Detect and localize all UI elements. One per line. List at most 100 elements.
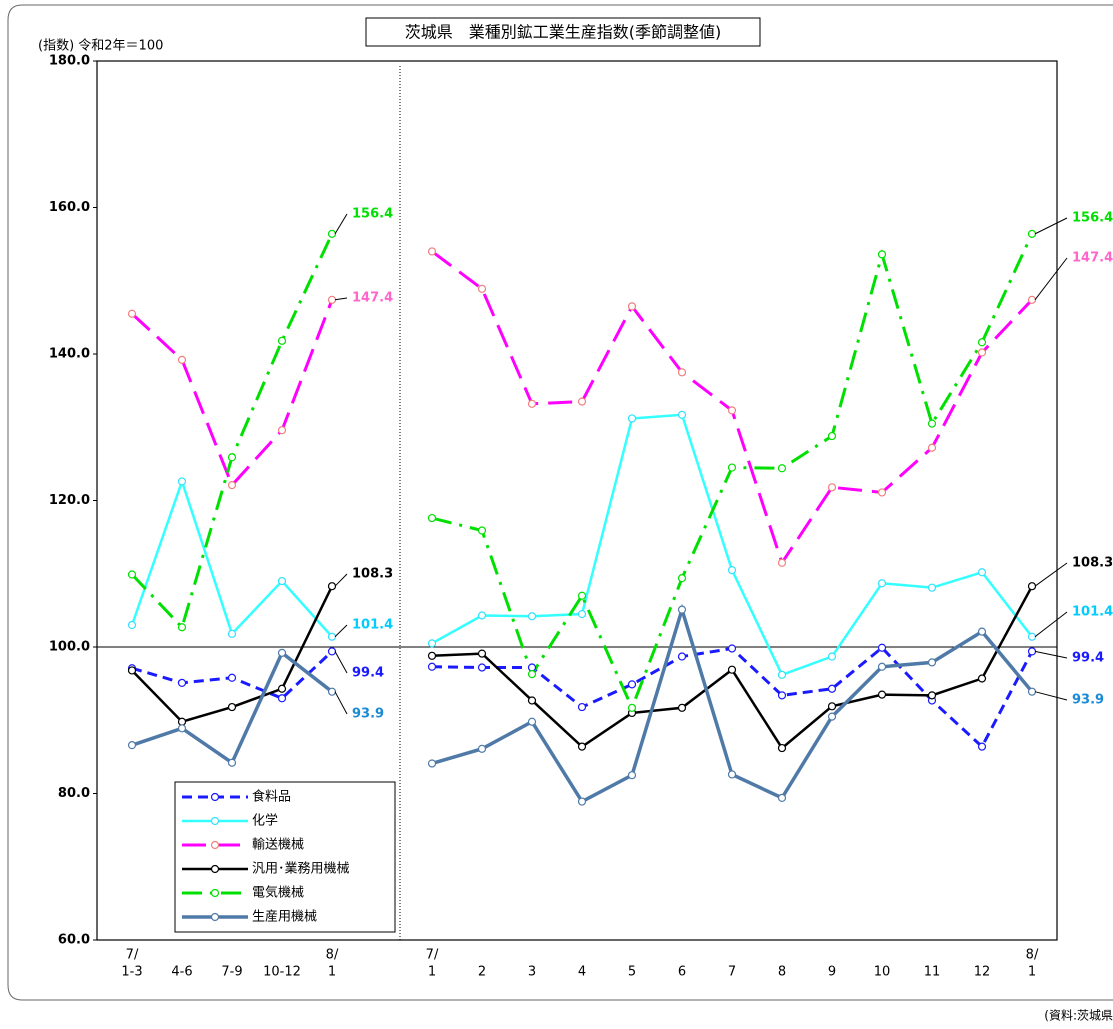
series-marker bbox=[777, 464, 787, 473]
series-marker bbox=[527, 399, 537, 408]
x-tick-label: 6 bbox=[678, 965, 686, 980]
series-marker bbox=[1027, 229, 1037, 238]
series-marker bbox=[777, 691, 787, 700]
series-marker bbox=[277, 576, 287, 586]
series-marker bbox=[177, 678, 187, 687]
series-marker bbox=[577, 702, 587, 712]
legend-label: 汎用･業務用機械 bbox=[252, 861, 350, 877]
series-marker bbox=[227, 758, 237, 767]
legend-label: 化学 bbox=[252, 813, 278, 829]
series-marker bbox=[827, 483, 837, 492]
series-marker bbox=[877, 250, 887, 259]
series-marker bbox=[227, 481, 237, 490]
series-marker bbox=[577, 797, 587, 806]
series-marker bbox=[577, 742, 587, 751]
series-marker bbox=[677, 652, 687, 661]
series-marker bbox=[177, 355, 187, 364]
legend-marker bbox=[210, 912, 220, 922]
series-marker bbox=[477, 663, 487, 672]
series-marker bbox=[327, 229, 337, 238]
series-marker bbox=[877, 579, 887, 588]
series-marker bbox=[327, 687, 337, 696]
data-label: 93.9 bbox=[352, 707, 384, 722]
data-label: 147.4 bbox=[1072, 251, 1113, 266]
series-marker bbox=[127, 620, 137, 630]
series-marker bbox=[177, 724, 187, 733]
y-tick-label: 60.0 bbox=[58, 933, 90, 948]
data-label: 101.4 bbox=[352, 618, 393, 633]
x-tick-label: 9 bbox=[828, 965, 836, 980]
x-tick-prefix: 7/ bbox=[126, 948, 139, 963]
series-marker bbox=[1027, 582, 1037, 591]
legend-label: 電気機械 bbox=[252, 885, 304, 901]
series-marker bbox=[1027, 647, 1037, 656]
series-marker bbox=[477, 526, 487, 535]
series-marker bbox=[627, 302, 637, 311]
series-line bbox=[130, 250, 1034, 567]
series-marker bbox=[577, 397, 587, 406]
series-line bbox=[130, 413, 1033, 677]
series-marker bbox=[827, 702, 837, 711]
series-marker bbox=[527, 612, 537, 621]
y-tick-label: 180.0 bbox=[49, 54, 90, 69]
series-marker bbox=[427, 513, 437, 523]
series-marker bbox=[577, 591, 587, 600]
legend-box bbox=[174, 781, 396, 933]
y-tick-label: 80.0 bbox=[58, 786, 90, 801]
y-axis-label: (指数) 令和2年＝100 bbox=[38, 39, 163, 54]
label-leader bbox=[1034, 691, 1068, 701]
series-marker bbox=[627, 771, 637, 780]
data-label: 108.3 bbox=[1072, 556, 1113, 571]
series-marker bbox=[677, 574, 687, 583]
x-tick-label: 3 bbox=[528, 965, 536, 980]
data-label: 93.9 bbox=[1072, 693, 1104, 708]
y-tick-label: 120.0 bbox=[49, 493, 90, 508]
series-marker bbox=[777, 793, 787, 802]
series-marker bbox=[227, 673, 237, 682]
series-marker bbox=[727, 665, 737, 674]
series-marker bbox=[777, 670, 787, 679]
series-marker bbox=[827, 684, 837, 693]
label-leader bbox=[334, 624, 348, 638]
series-marker bbox=[727, 565, 737, 575]
series-marker bbox=[127, 666, 137, 675]
label-leader bbox=[334, 297, 348, 301]
x-tick-label: 10-12 bbox=[263, 965, 301, 980]
series-marker bbox=[277, 336, 287, 345]
series-marker bbox=[827, 652, 837, 661]
legend-marker bbox=[210, 792, 220, 802]
series-marker bbox=[1027, 632, 1037, 641]
x-tick-label: 2 bbox=[478, 965, 486, 980]
series-marker bbox=[727, 463, 737, 472]
series-marker bbox=[477, 744, 487, 753]
data-label: 147.4 bbox=[352, 291, 393, 306]
series-marker bbox=[627, 680, 637, 689]
series-marker bbox=[327, 582, 337, 591]
series-marker bbox=[177, 623, 187, 632]
x-tick-label: 1-3 bbox=[121, 965, 142, 980]
label-leader bbox=[1034, 257, 1068, 301]
series-marker bbox=[827, 431, 837, 441]
x-tick-prefix: 8/ bbox=[326, 948, 339, 963]
chart-title: 茨城県 業種別鉱工業生産指数(季節調整値) bbox=[405, 23, 722, 42]
series-marker bbox=[177, 717, 187, 726]
legend-marker bbox=[210, 888, 220, 898]
label-leader bbox=[334, 213, 348, 235]
label-leader bbox=[334, 651, 348, 674]
data-label: 101.4 bbox=[1072, 605, 1113, 620]
series-marker bbox=[327, 632, 337, 641]
series-marker bbox=[427, 639, 437, 648]
series-marker bbox=[927, 419, 937, 428]
x-tick-label: 8 bbox=[778, 965, 786, 980]
series-marker bbox=[427, 662, 437, 671]
data-label: 108.3 bbox=[352, 567, 393, 582]
series-marker bbox=[677, 368, 687, 377]
series-marker bbox=[627, 703, 637, 712]
series-line bbox=[131, 645, 1034, 750]
series-marker bbox=[227, 453, 237, 462]
series-marker bbox=[877, 690, 887, 699]
x-tick-label: 1 bbox=[1028, 965, 1036, 980]
y-tick-label: 100.0 bbox=[49, 640, 90, 655]
label-leader bbox=[1034, 562, 1068, 587]
